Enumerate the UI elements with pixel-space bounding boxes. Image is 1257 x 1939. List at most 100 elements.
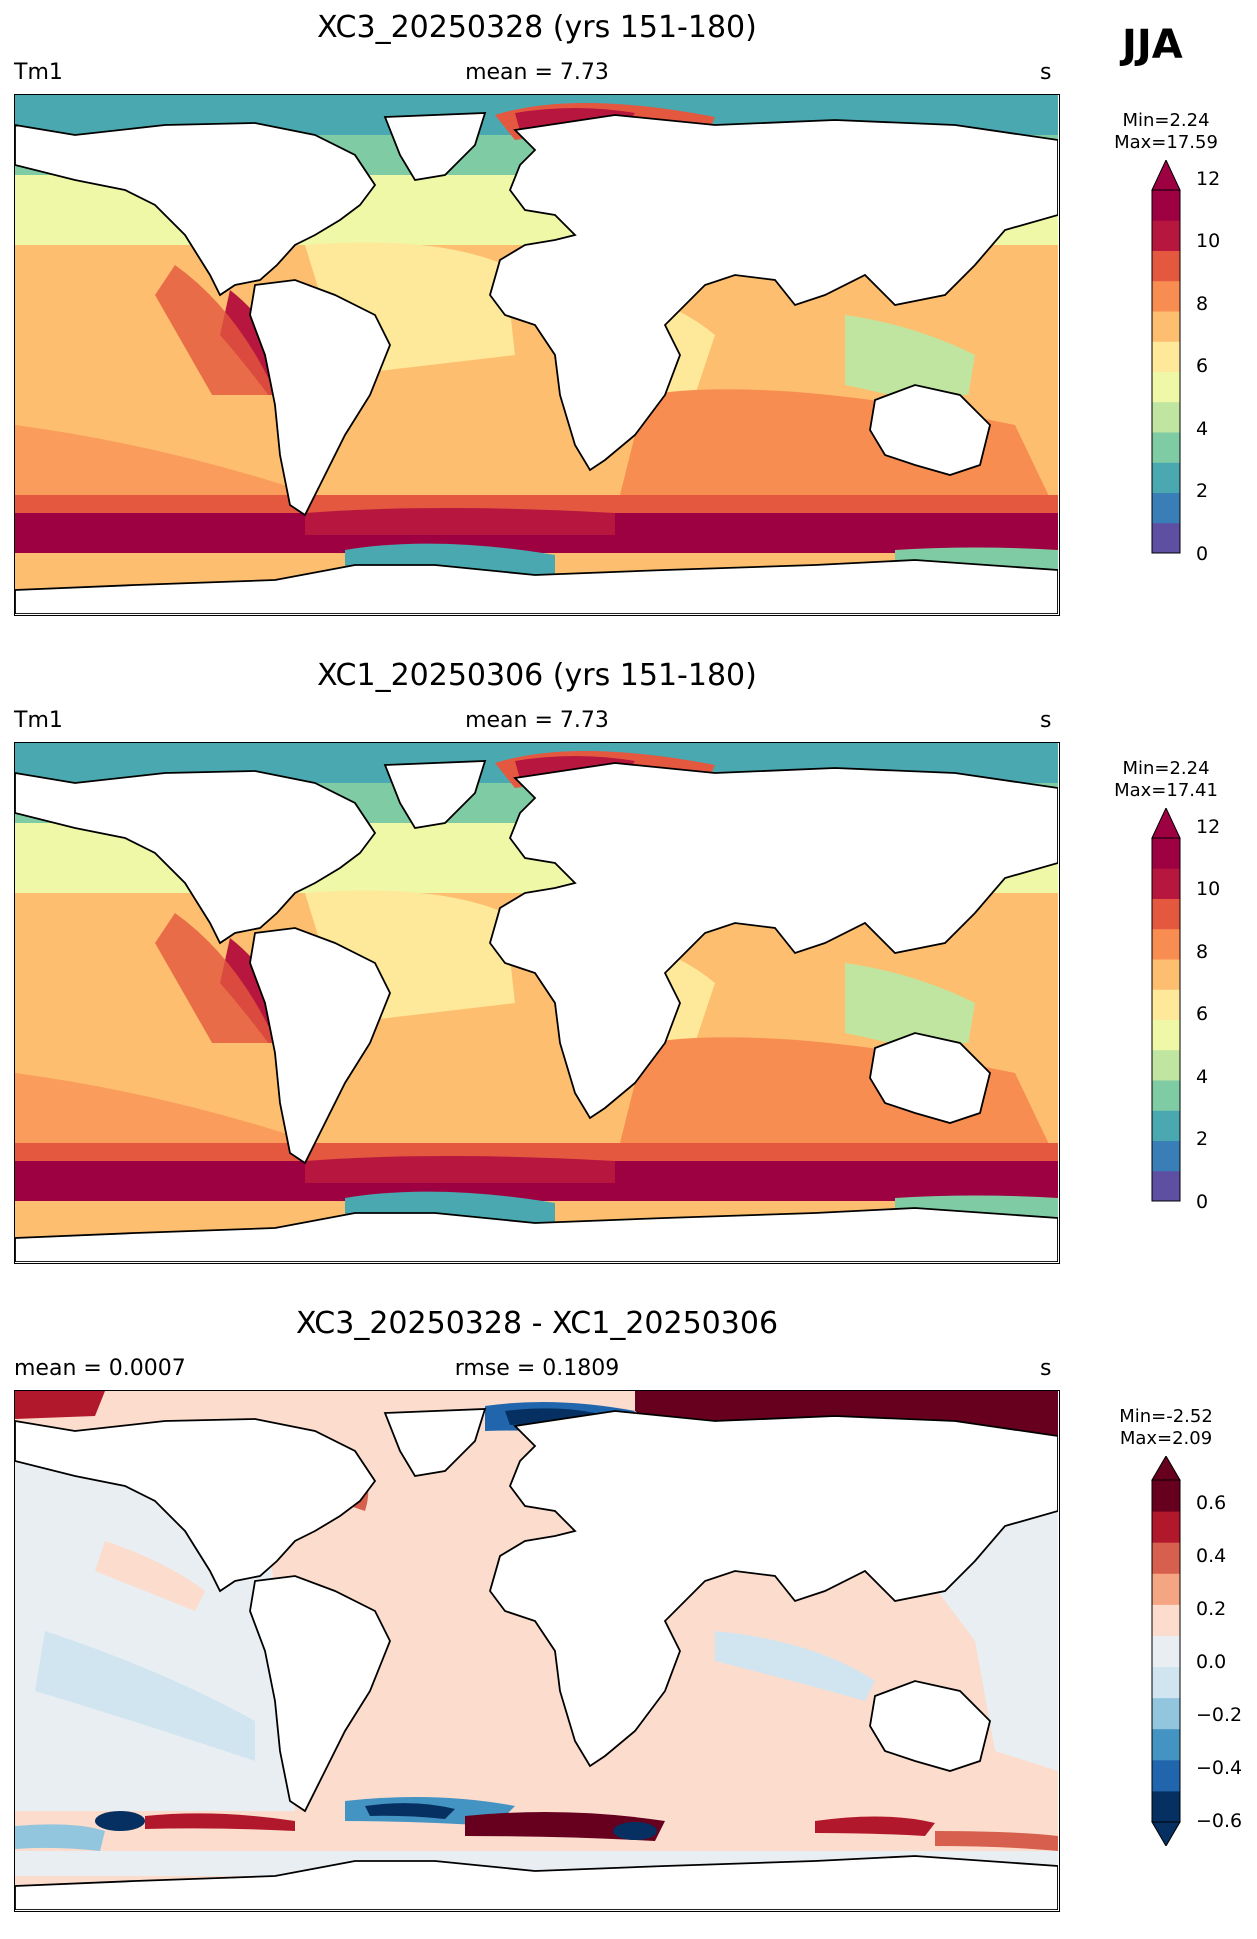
panel-2-tick-12: 12 [1196, 816, 1221, 838]
panel-2-colorbar-bin [1152, 959, 1180, 990]
panel-1-colorbar-extend [1151, 160, 1181, 191]
panel-2-colorbar-bin [1152, 868, 1180, 899]
panel-1-tick-12: 12 [1196, 168, 1221, 190]
panel-1-tick-10: 10 [1196, 230, 1221, 252]
australia [869, 384, 991, 476]
panel-1-left-label: Tm1 [14, 60, 63, 85]
panel-1-colorbar-bin [1152, 220, 1180, 251]
antarctica [15, 1855, 1058, 1910]
panel-1-colorbar-bin [1152, 250, 1180, 282]
panel-3-colorbar [1151, 1456, 1181, 1846]
panel-1-colorbar-bin [1152, 522, 1180, 554]
panel-3-left-label: mean = 0.0007 [14, 1356, 186, 1381]
indian-negative [715, 1631, 875, 1701]
so-negative-1 [95, 1811, 145, 1831]
land [15, 1408, 1058, 1910]
panel-3-colorbar-bin [1152, 1697, 1180, 1730]
maritime-continent [845, 963, 975, 1063]
south-pacific-swell [15, 1073, 315, 1163]
pacific-negative [35, 1631, 255, 1761]
africa-eurasia [489, 1410, 1058, 1768]
panel-3-tick-neg0.2: −0.2 [1196, 1704, 1243, 1726]
panel-1-center-label: mean = 7.73 [465, 60, 609, 85]
panel-3-max: Max=2.09 [1119, 1428, 1213, 1449]
panel-3-colorbar-bin [1152, 1542, 1180, 1574]
panel-2-colorbar-extend [1151, 808, 1181, 839]
greenland [383, 760, 487, 829]
so-negative-4 [15, 1824, 105, 1851]
panel-3-colorbar-bins [1151, 1479, 1181, 1823]
panel-3-colorbar-bin [1152, 1666, 1180, 1699]
panel-2-colorbar-bin [1152, 1080, 1180, 1111]
panel-2-colorbar-bins [1151, 837, 1181, 1202]
panel-1-map-svg [15, 95, 1058, 614]
panel-3-tick-0.4: 0.4 [1196, 1545, 1227, 1567]
panel-1-colorbar-bin [1152, 401, 1180, 433]
panel-1-colorbar-bin [1152, 190, 1180, 221]
panel-1-tick-0: 0 [1196, 543, 1209, 565]
panel-2-colorbar-bin [1152, 928, 1180, 960]
north-america [15, 1418, 377, 1593]
panel-2-tick-6: 6 [1196, 1003, 1209, 1025]
panel-2-tick-2: 2 [1196, 1128, 1209, 1150]
panel-3-tick-neg0.6: −0.6 [1196, 1810, 1243, 1832]
panel-3-tick-0.0: 0.0 [1196, 1651, 1227, 1673]
panel-2-map [14, 742, 1060, 1264]
panel-2-max: Max=17.41 [1114, 780, 1218, 801]
panel-2-tick-10: 10 [1196, 878, 1221, 900]
panel-1-right-label: s [1040, 60, 1052, 85]
panel-3-colorbar-bin [1152, 1635, 1180, 1668]
so-negative-2-core [365, 1803, 455, 1819]
panel-3-colorbar-bin [1152, 1604, 1180, 1636]
panel-1-max: Max=17.59 [1114, 132, 1218, 153]
storm-belt-atl [305, 1156, 615, 1183]
panel-2-map-svg [15, 743, 1058, 1262]
panel-2-colorbar-bin [1152, 989, 1180, 1020]
beaufort-positive [15, 1391, 105, 1419]
panel-1-min: Min=2.24 [1122, 110, 1210, 131]
panel-1-tick-4: 4 [1196, 418, 1209, 440]
africa-eurasia [489, 762, 1058, 1120]
storm-belt-atl [305, 508, 615, 535]
panel-2-min: Min=2.24 [1122, 758, 1210, 779]
panel-3-map-svg [15, 1391, 1058, 1910]
panel-1-tick-8: 8 [1196, 293, 1209, 315]
panel-1-map [14, 94, 1060, 616]
so-positive-4 [935, 1831, 1058, 1851]
south-pacific-swell [15, 425, 315, 515]
panel-3-tick-neg0.4: −0.4 [1196, 1757, 1243, 1779]
antarctica [15, 559, 1058, 614]
panel-3-min: Min=-2.52 [1119, 1406, 1213, 1427]
east-pacific-high [155, 913, 285, 1083]
so-positive-3 [815, 1816, 935, 1836]
panel-1-title: XC3_20250328 (yrs 151-180) [317, 10, 757, 45]
panel-1-tick-2: 2 [1196, 480, 1209, 502]
panel-2-colorbar-bin [1152, 1049, 1180, 1081]
land [15, 760, 1058, 1262]
south-america [249, 927, 391, 1165]
panel-3-title: XC3_20250328 - XC1_20250306 [295, 1306, 779, 1341]
panel-1-colorbar-bin [1152, 492, 1180, 524]
panel-2-colorbar [1151, 808, 1181, 1202]
panel-3-colorbar-extend-bottom [1151, 1821, 1181, 1846]
panel-1-colorbar-bin [1152, 462, 1180, 493]
panel-2-center-label: mean = 7.73 [465, 708, 609, 733]
panel-2-left-label: Tm1 [14, 708, 63, 733]
north-america [15, 770, 377, 945]
panel-1-colorbar-bin [1152, 280, 1180, 312]
panel-3-right-label: s [1040, 1356, 1052, 1381]
panel-2-colorbar-bin [1152, 1110, 1180, 1141]
greenland [383, 112, 487, 181]
so-negative-3 [613, 1822, 657, 1840]
maritime-continent [845, 315, 975, 415]
south-america [249, 1575, 391, 1813]
season-label: JJA [1122, 22, 1183, 68]
panel-2-colorbar-bin [1152, 838, 1180, 869]
panel-3-colorbar-extend-top [1151, 1456, 1181, 1481]
antarctica [15, 1207, 1058, 1262]
panel-2-colorbar-bin [1152, 1140, 1180, 1172]
panel-2-tick-4: 4 [1196, 1066, 1209, 1088]
panel-1-tick-6: 6 [1196, 355, 1209, 377]
panel-1-colorbar-bin [1152, 341, 1180, 372]
panel-2-colorbar-bin [1152, 1170, 1180, 1202]
